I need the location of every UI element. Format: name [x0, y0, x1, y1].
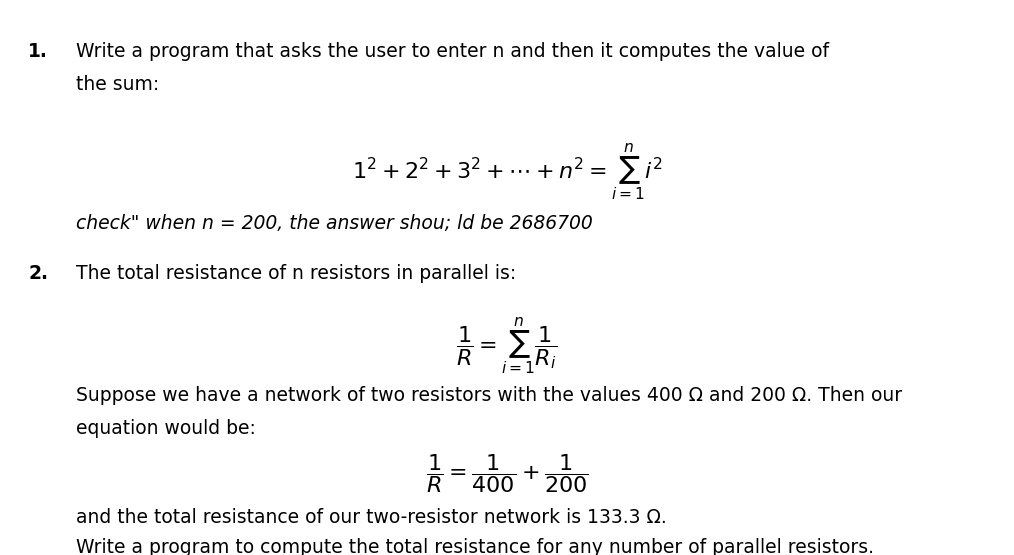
Text: Suppose we have a network of two resistors with the values 400 Ω and 200 Ω. Then: Suppose we have a network of two resisto… [76, 386, 902, 405]
Text: 2.: 2. [28, 264, 49, 282]
Text: The total resistance of n resistors in parallel is:: The total resistance of n resistors in p… [76, 264, 516, 282]
Text: equation would be:: equation would be: [76, 419, 256, 438]
Text: $1^2 + 2^2+3^2 + \cdots + n^2 = \sum_{i=1}^{n} i^2$: $1^2 + 2^2+3^2 + \cdots + n^2 = \sum_{i=… [352, 142, 662, 203]
Text: $\dfrac{1}{R} = \dfrac{1}{400} + \dfrac{1}{200}$: $\dfrac{1}{R} = \dfrac{1}{400} + \dfrac{… [426, 452, 588, 495]
Text: 1.: 1. [28, 42, 49, 60]
Text: and the total resistance of our two-resistor network is 133.3 Ω.: and the total resistance of our two-resi… [76, 508, 667, 527]
Text: check" when n = 200, the answer shou; ld be 2686700: check" when n = 200, the answer shou; ld… [76, 214, 593, 233]
Text: the sum:: the sum: [76, 75, 159, 94]
Text: Write a program that asks the user to enter n and then it computes the value of: Write a program that asks the user to en… [76, 42, 829, 60]
Text: Write a program to compute the total resistance for any number of parallel resis: Write a program to compute the total res… [76, 538, 874, 555]
Text: $\dfrac{1}{R} = \sum_{i=1}^{n} \dfrac{1}{R_i}$: $\dfrac{1}{R} = \sum_{i=1}^{n} \dfrac{1}… [456, 316, 558, 377]
